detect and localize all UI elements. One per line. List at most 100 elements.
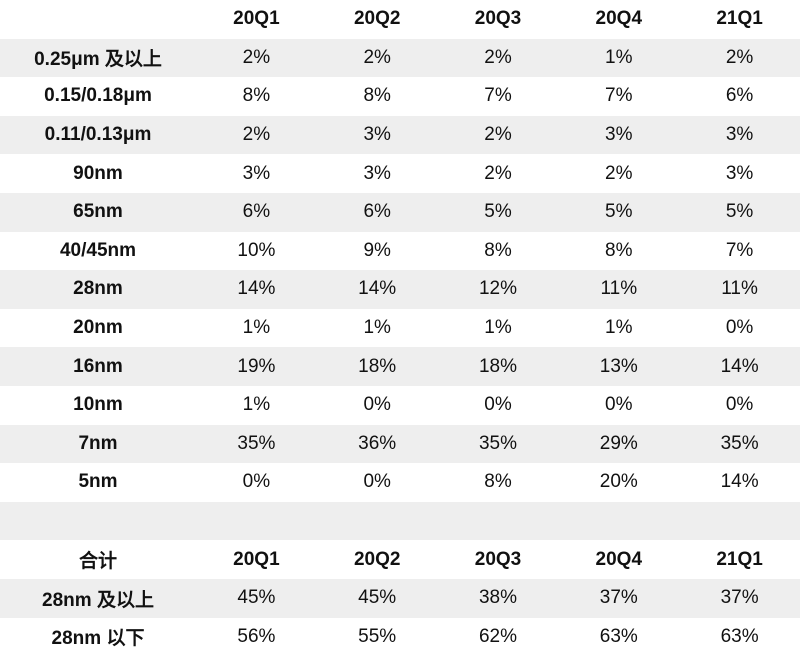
cell: 7% (558, 85, 679, 107)
cell: 8% (317, 85, 438, 107)
cell: 62% (438, 626, 559, 648)
cell: 36% (317, 433, 438, 455)
row-label: 65nm (0, 201, 196, 223)
header-20q2: 20Q2 (317, 549, 438, 571)
cell: 0% (438, 394, 559, 416)
table-row: 90nm 3% 3% 2% 2% 3% (0, 154, 800, 193)
header-21q1: 21Q1 (679, 8, 800, 30)
blank-separator-row (0, 502, 800, 541)
cell: 35% (438, 433, 559, 455)
row-label: 7nm (0, 433, 196, 455)
cell: 2% (438, 163, 559, 185)
cell: 20% (558, 471, 679, 493)
cell: 1% (317, 317, 438, 339)
row-label: 5nm (0, 471, 196, 493)
cell: 1% (558, 47, 679, 69)
row-label: 0.25μm 及以上 (0, 44, 196, 71)
cell: 56% (196, 626, 317, 648)
cell: 37% (679, 587, 800, 609)
cell: 6% (196, 201, 317, 223)
table-row: 28nm 14% 14% 12% 11% 11% (0, 270, 800, 309)
row-label: 40/45nm (0, 240, 196, 262)
cell: 14% (679, 356, 800, 378)
summary-row: 28nm 以下 56% 55% 62% 63% 63% (0, 618, 800, 656)
cell: 1% (196, 317, 317, 339)
table-header-row: 20Q1 20Q2 20Q3 20Q4 21Q1 (0, 0, 800, 39)
cell: 19% (196, 356, 317, 378)
cell: 7% (438, 85, 559, 107)
header-20q1: 20Q1 (196, 549, 317, 571)
cell: 14% (679, 471, 800, 493)
summary-header-label: 合计 (0, 546, 196, 573)
cell: 11% (679, 278, 800, 300)
row-label: 28nm 及以上 (0, 585, 196, 612)
cell: 3% (317, 163, 438, 185)
header-20q3: 20Q3 (438, 8, 559, 30)
cell: 8% (438, 240, 559, 262)
table-row: 0.15/0.18μm 8% 8% 7% 7% 6% (0, 77, 800, 116)
cell: 2% (438, 47, 559, 69)
row-label: 20nm (0, 317, 196, 339)
cell: 45% (317, 587, 438, 609)
cell: 55% (317, 626, 438, 648)
cell: 18% (438, 356, 559, 378)
cell: 3% (679, 163, 800, 185)
cell: 2% (196, 124, 317, 146)
table-row: 40/45nm 10% 9% 8% 8% 7% (0, 232, 800, 271)
cell: 2% (317, 47, 438, 69)
cell: 11% (558, 278, 679, 300)
cell: 12% (438, 278, 559, 300)
row-label: 16nm (0, 356, 196, 378)
table-row: 5nm 0% 0% 8% 20% 14% (0, 463, 800, 502)
cell: 1% (196, 394, 317, 416)
cell: 13% (558, 356, 679, 378)
cell: 1% (558, 317, 679, 339)
cell: 29% (558, 433, 679, 455)
table-row: 65nm 6% 6% 5% 5% 5% (0, 193, 800, 232)
cell: 14% (317, 278, 438, 300)
cell: 37% (558, 587, 679, 609)
cell: 8% (558, 240, 679, 262)
row-label: 28nm 以下 (0, 623, 196, 650)
cell: 35% (196, 433, 317, 455)
cell: 3% (558, 124, 679, 146)
cell: 0% (317, 394, 438, 416)
cell: 7% (679, 240, 800, 262)
summary-row: 28nm 及以上 45% 45% 38% 37% 37% (0, 579, 800, 618)
table-row: 20nm 1% 1% 1% 1% 0% (0, 309, 800, 348)
cell: 2% (438, 124, 559, 146)
header-20q3: 20Q3 (438, 549, 559, 571)
cell: 10% (196, 240, 317, 262)
header-20q4: 20Q4 (558, 549, 679, 571)
row-label: 0.15/0.18μm (0, 85, 196, 107)
cell: 0% (196, 471, 317, 493)
cell: 0% (317, 471, 438, 493)
cell: 5% (679, 201, 800, 223)
cell: 35% (679, 433, 800, 455)
cell: 0% (558, 394, 679, 416)
header-20q1: 20Q1 (196, 8, 317, 30)
cell: 14% (196, 278, 317, 300)
table-row: 0.11/0.13μm 2% 3% 2% 3% 3% (0, 116, 800, 155)
row-label: 0.11/0.13μm (0, 124, 196, 146)
cell: 6% (679, 85, 800, 107)
table-row: 16nm 19% 18% 18% 13% 14% (0, 347, 800, 386)
cell: 63% (679, 626, 800, 648)
table-row: 7nm 35% 36% 35% 29% 35% (0, 425, 800, 464)
table-row: 10nm 1% 0% 0% 0% 0% (0, 386, 800, 425)
cell: 8% (438, 471, 559, 493)
header-20q4: 20Q4 (558, 8, 679, 30)
cell: 2% (679, 47, 800, 69)
table-row: 0.25μm 及以上 2% 2% 2% 1% 2% (0, 39, 800, 78)
cell: 18% (317, 356, 438, 378)
cell: 8% (196, 85, 317, 107)
row-label: 10nm (0, 394, 196, 416)
cell: 0% (679, 394, 800, 416)
cell: 5% (558, 201, 679, 223)
cell: 9% (317, 240, 438, 262)
header-20q2: 20Q2 (317, 8, 438, 30)
cell: 1% (438, 317, 559, 339)
cell: 0% (679, 317, 800, 339)
cell: 3% (196, 163, 317, 185)
row-label: 28nm (0, 278, 196, 300)
